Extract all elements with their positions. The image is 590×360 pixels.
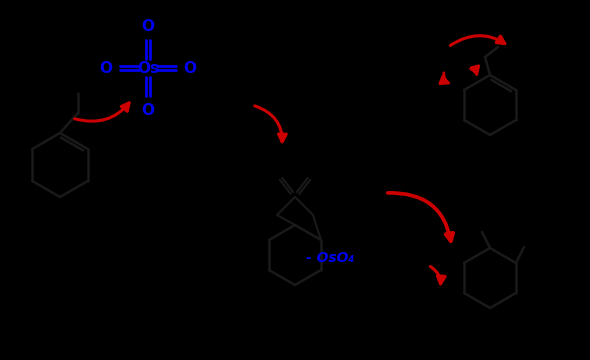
Text: O: O <box>100 60 113 76</box>
Text: O: O <box>183 60 196 76</box>
Text: O: O <box>142 18 155 33</box>
Text: - OsO₄: - OsO₄ <box>306 251 354 265</box>
Text: O: O <box>142 103 155 117</box>
Text: Os: Os <box>137 60 159 76</box>
